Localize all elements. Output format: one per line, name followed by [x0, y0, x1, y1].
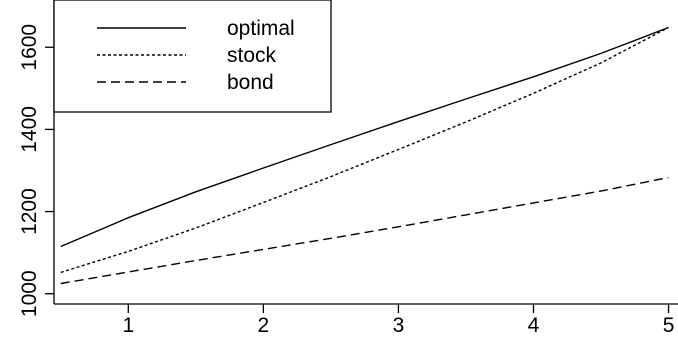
x-tick-label: 3 — [393, 314, 405, 337]
legend-label-stock: stock — [227, 44, 277, 67]
legend-label-optimal: optimal — [227, 17, 295, 40]
legend-box — [53, 0, 332, 113]
x-tick-label: 1 — [122, 314, 134, 337]
y-tick-label: 1000 — [18, 270, 41, 317]
legend-label-bond: bond — [227, 71, 274, 94]
x-tick-label: 2 — [258, 314, 270, 337]
legend: optimal stock bond — [53, 0, 332, 113]
series-bond-line — [60, 176, 669, 285]
x-tick-label: 4 — [528, 314, 540, 337]
y-tick-label: 1200 — [18, 188, 41, 235]
y-ticks: 1000 1200 1400 1600 — [18, 24, 54, 317]
series-optimal-line — [60, 26, 669, 248]
x-tick-label: 5 — [663, 314, 675, 337]
y-tick-label: 1600 — [18, 24, 41, 71]
plot-series — [60, 26, 669, 285]
y-tick-label: 1400 — [18, 106, 41, 153]
x-ticks: 1 2 3 4 5 — [122, 304, 674, 337]
series-stock-line — [60, 26, 669, 274]
